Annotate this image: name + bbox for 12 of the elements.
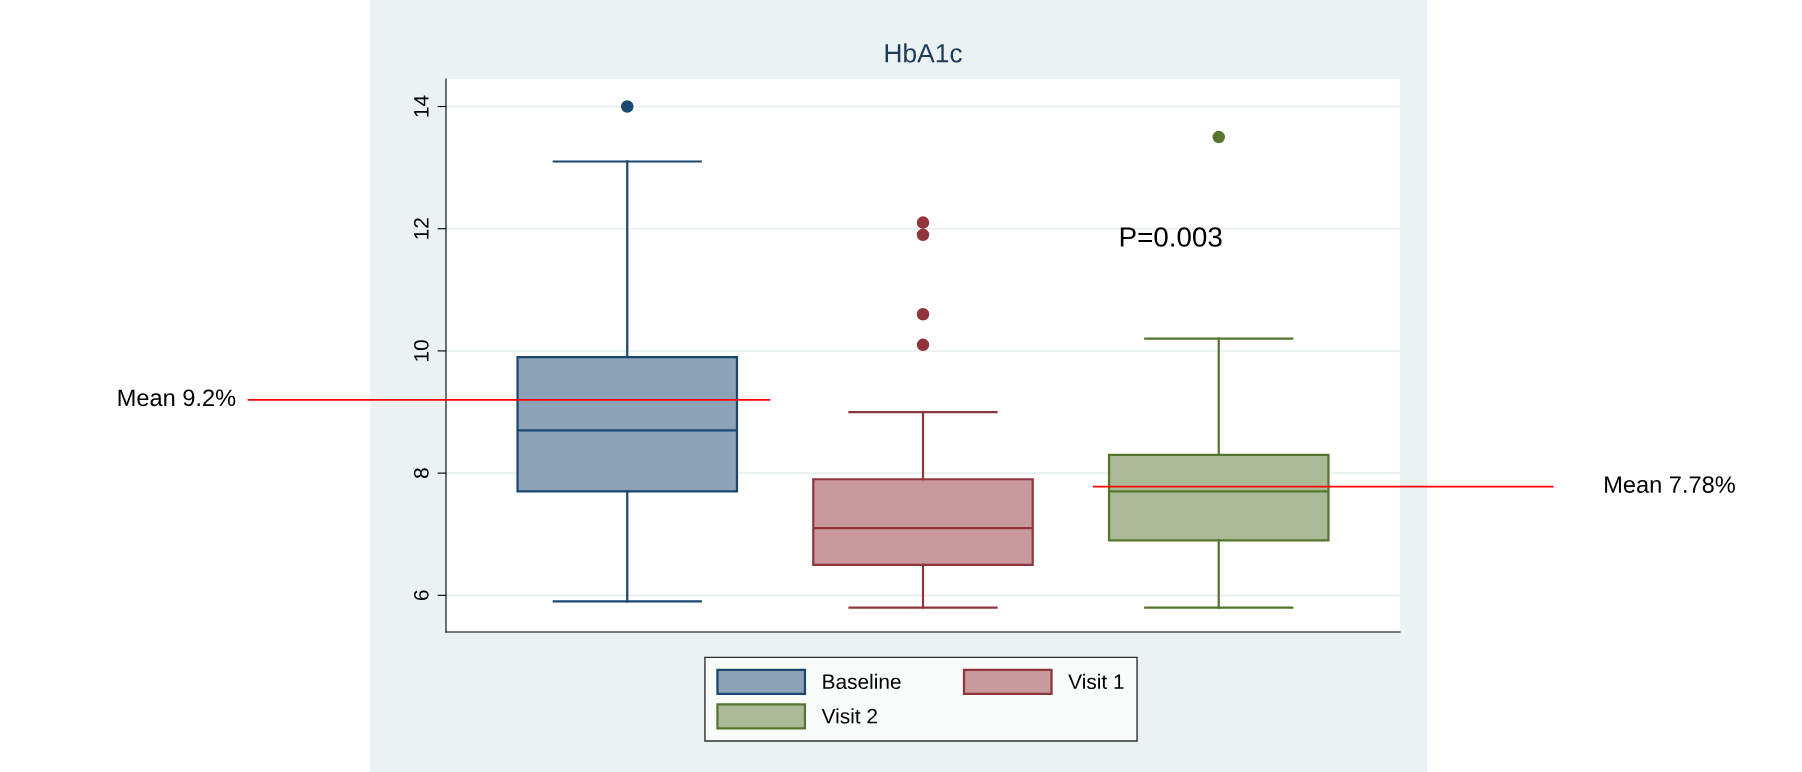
y-tick-label: 8 [413,468,429,479]
chart-title: HbA1c [885,43,962,63]
y-tick-label: 6 [413,590,429,601]
annotation: P=0.003 [1120,227,1222,247]
y-tick-label: 10 [413,340,429,361]
ref-line-label: Mean 7.78% [1605,476,1735,493]
y-tick-label: 12 [413,218,429,239]
legend-label: Baseline [823,673,901,690]
ref-line-label: Mean 9.2% [118,389,236,407]
y-tick-label: 14 [414,95,429,117]
legend-label: Visit 1 [1068,673,1124,690]
legend-label: Visit 2 [821,708,877,724]
